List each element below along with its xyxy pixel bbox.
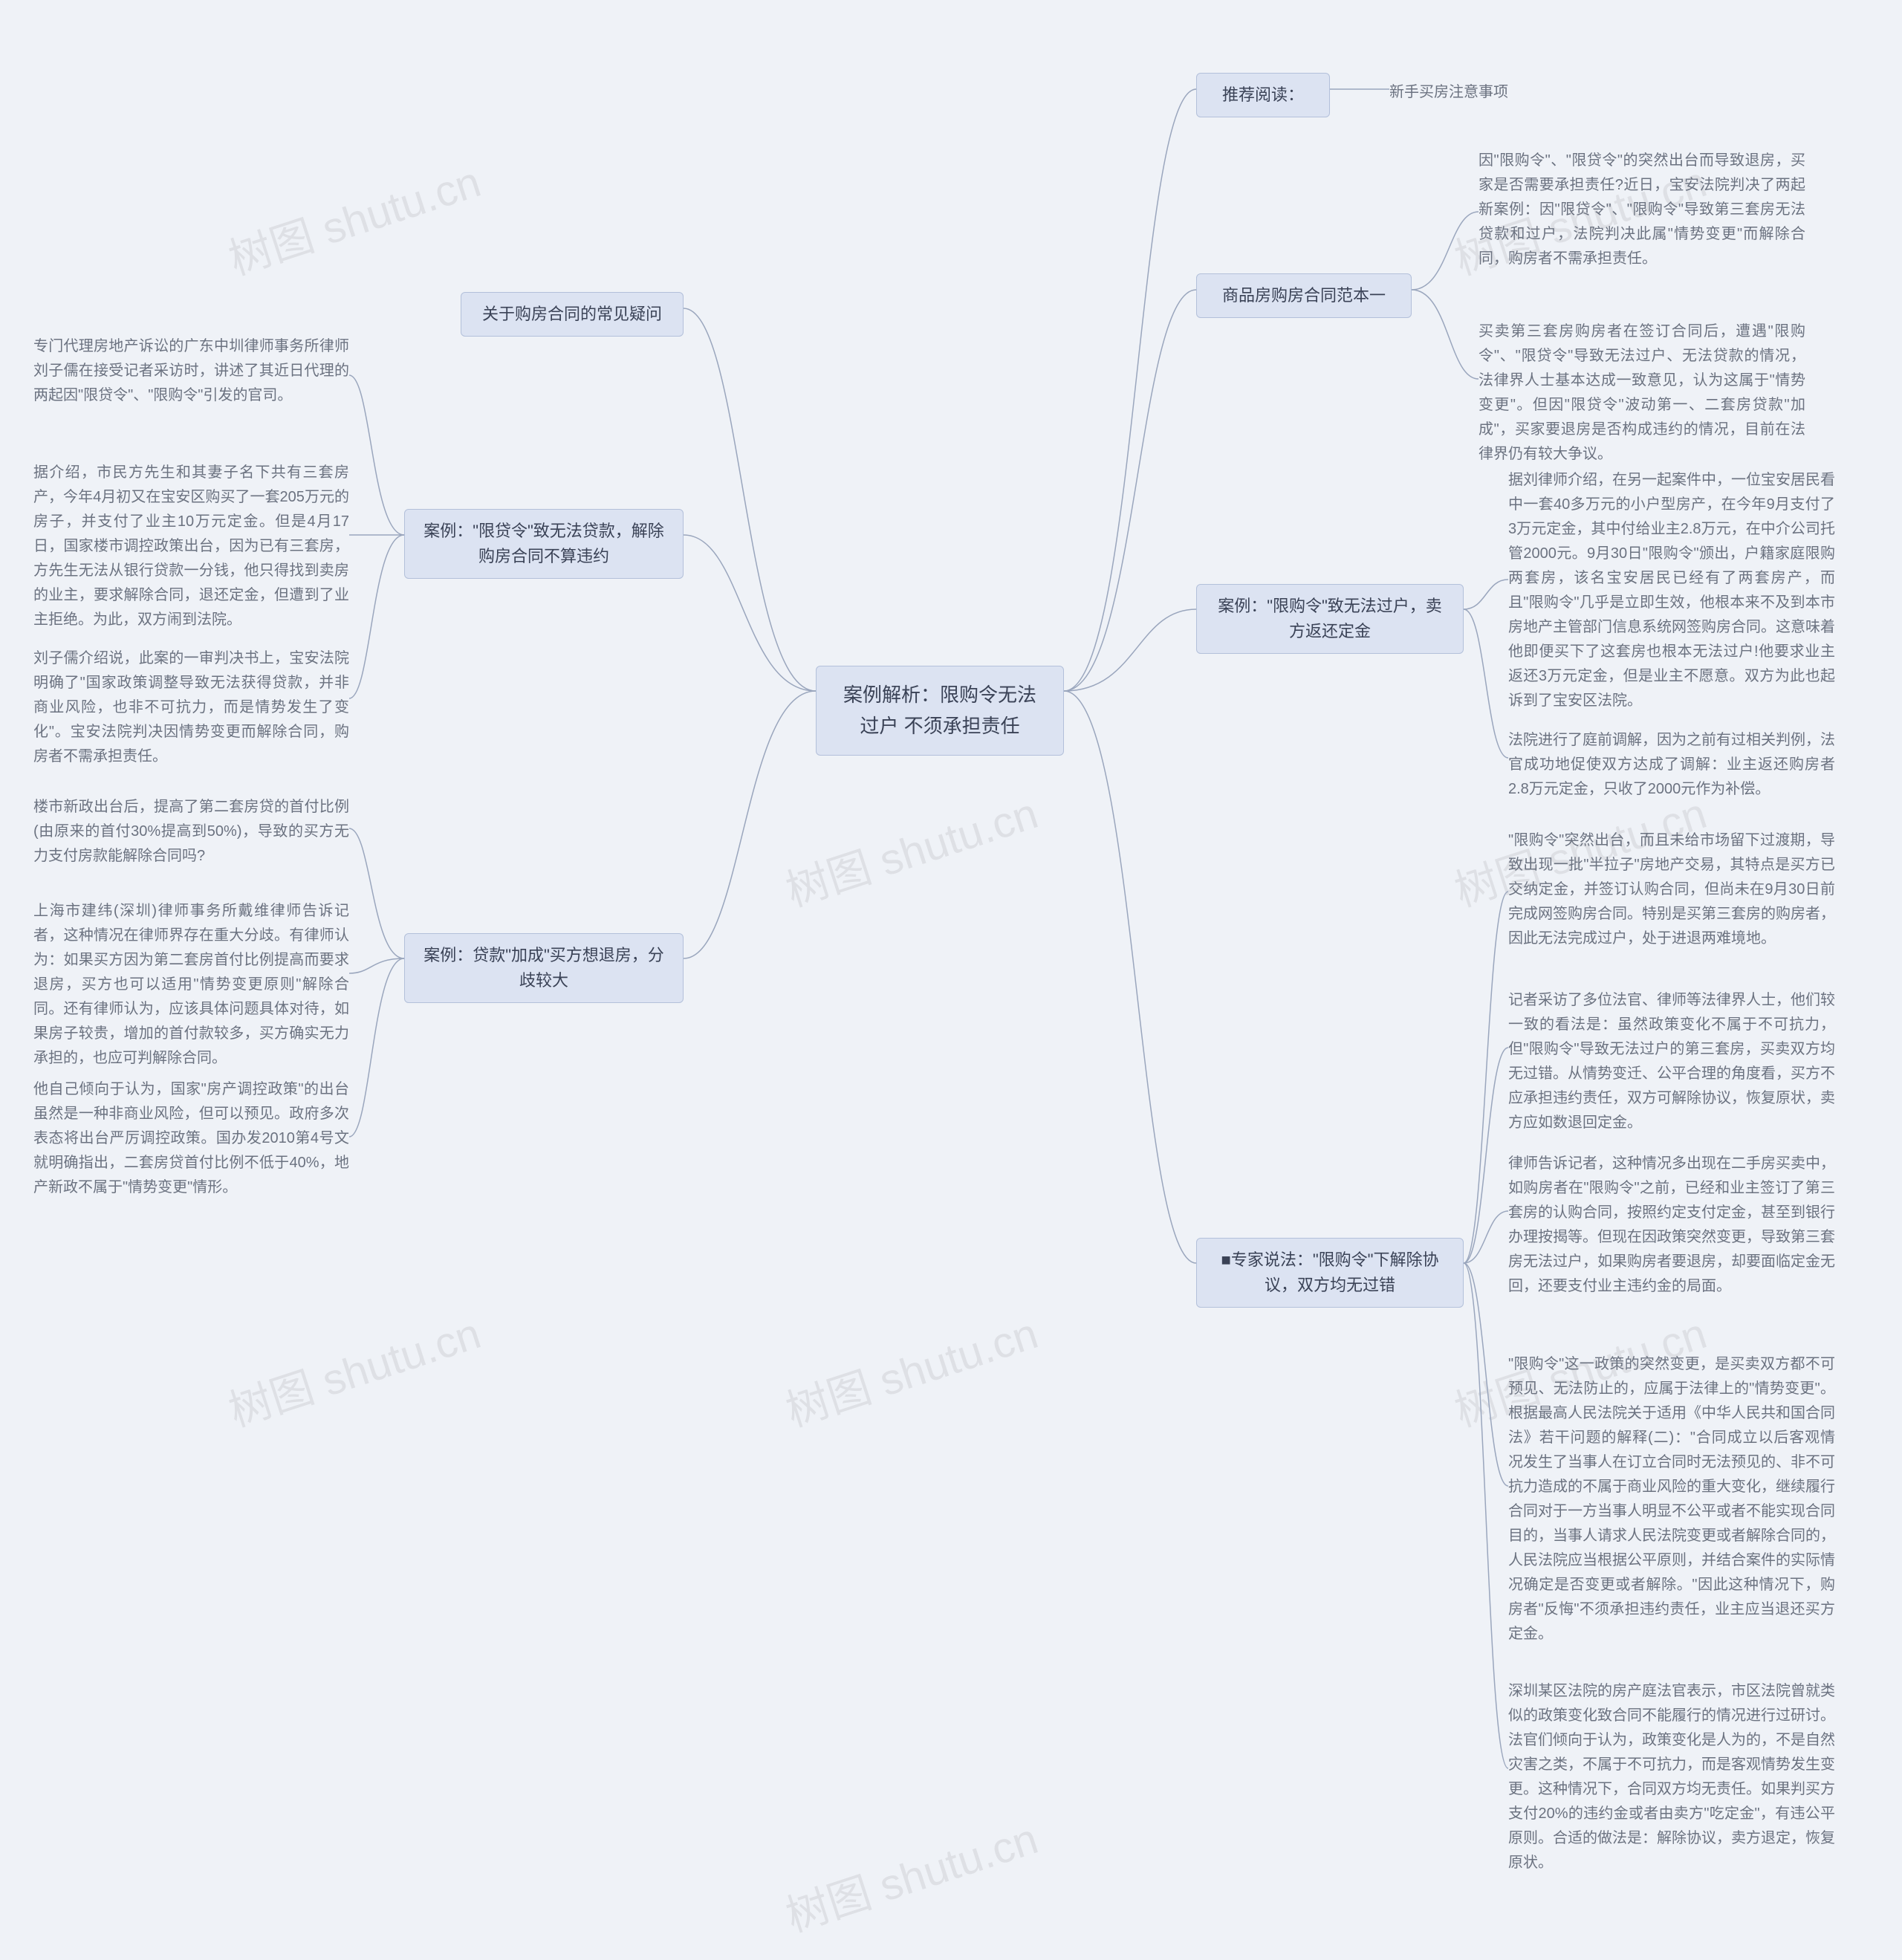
watermark: 树图 shutu.cn <box>777 1804 1045 1944</box>
leaf-text: 据刘律师介绍，在另一起案件中，一位宝安居民看中一套40多万元的小户型房产，在今年… <box>1508 468 1835 713</box>
node-label: 关于购房合同的常见疑问 <box>482 302 662 327</box>
leaf-text: 法院进行了庭前调解，因为之前有过相关判例，法官成功地促使双方达成了调解：业主返还… <box>1508 728 1835 802</box>
leaf-text: "限购令"突然出台，而且未给市场留下过渡期，导致出现一批"半拉子"房地产交易，其… <box>1508 828 1835 951</box>
left-node-case-markup[interactable]: 案例：贷款"加成"买方想退房，分歧较大 <box>404 933 684 1003</box>
left-node-case-loan[interactable]: 案例："限贷令"致无法贷款，解除购房合同不算违约 <box>404 509 684 579</box>
right-node-expert[interactable]: ■专家说法："限购令"下解除协议，双方均无过错 <box>1196 1238 1464 1308</box>
leaf-text: 上海市建纬(深圳)律师事务所戴维律师告诉记者，这种情况在律师界存在重大分歧。有律… <box>33 899 349 1071</box>
leaf-text: 律师告诉记者，这种情况多出现在二手房买卖中，如购房者在"限购令"之前，已经和业主… <box>1508 1152 1835 1299</box>
watermark: 树图 shutu.cn <box>777 1299 1045 1438</box>
leaf-text: 楼市新政出台后，提高了第二套房贷的首付比例(由原来的首付30%提高到50%)，导… <box>33 795 349 869</box>
leaf-text: 买卖第三套房购房者在签订合同后，遭遇"限购令"、"限贷令"导致无法过户、无法贷款… <box>1479 319 1805 467</box>
center-node[interactable]: 案例解析：限购令无法过户 不须承担责任 <box>816 666 1064 756</box>
center-title: 案例解析：限购令无法过户 不须承担责任 <box>834 680 1045 742</box>
leaf-text: 因"限购令"、"限贷令"的突然出台而导致退房，买家是否需要承担责任?近日，宝安法… <box>1479 149 1805 271</box>
node-label: 案例："限购令"致无法过户，卖方返还定金 <box>1210 594 1450 644</box>
node-label: 案例："限贷令"致无法贷款，解除购房合同不算违约 <box>418 519 669 569</box>
leaf-text: 专门代理房地产诉讼的广东中圳律师事务所律师刘子儒在接受记者采访时，讲述了其近日代… <box>33 334 349 408</box>
right-node-recommend[interactable]: 推荐阅读： <box>1196 73 1330 117</box>
leaf-text: "限购令"这一政策的突然变更，是买卖双方都不可预见、无法防止的，应属于法律上的"… <box>1508 1352 1835 1646</box>
watermark: 树图 shutu.cn <box>220 147 487 287</box>
leaf-text: 深圳某区法院的房产庭法官表示，市区法院曾就类似的政策变化致合同不能履行的情况进行… <box>1508 1679 1835 1875</box>
node-label: 商品房购房合同范本一 <box>1222 283 1386 308</box>
leaf-text: 他自己倾向于认为，国家"房产调控政策"的出台虽然是一种非商业风险，但可以预见。政… <box>33 1077 349 1200</box>
right-node-contract[interactable]: 商品房购房合同范本一 <box>1196 273 1412 318</box>
leaf-text: 据介绍，市民方先生和其妻子名下共有三套房产，今年4月初又在宝安区购买了一套205… <box>33 461 349 632</box>
leaf-text: 记者采访了多位法官、律师等法律界人士，他们较一致的看法是：虽然政策变化不属于不可… <box>1508 988 1835 1135</box>
watermark: 树图 shutu.cn <box>777 779 1045 918</box>
node-label: ■专家说法："限购令"下解除协议，双方均无过错 <box>1210 1247 1450 1298</box>
watermark: 树图 shutu.cn <box>220 1299 487 1438</box>
right-node-case-purchase[interactable]: 案例："限购令"致无法过户，卖方返还定金 <box>1196 584 1464 654</box>
node-label: 推荐阅读： <box>1222 82 1304 108</box>
node-label: 案例：贷款"加成"买方想退房，分歧较大 <box>418 943 669 993</box>
left-node-faq[interactable]: 关于购房合同的常见疑问 <box>461 292 684 337</box>
leaf-text: 新手买房注意事项 <box>1389 80 1612 105</box>
leaf-text: 刘子儒介绍说，此案的一审判决书上，宝安法院明确了"国家政策调整导致无法获得贷款，… <box>33 646 349 769</box>
